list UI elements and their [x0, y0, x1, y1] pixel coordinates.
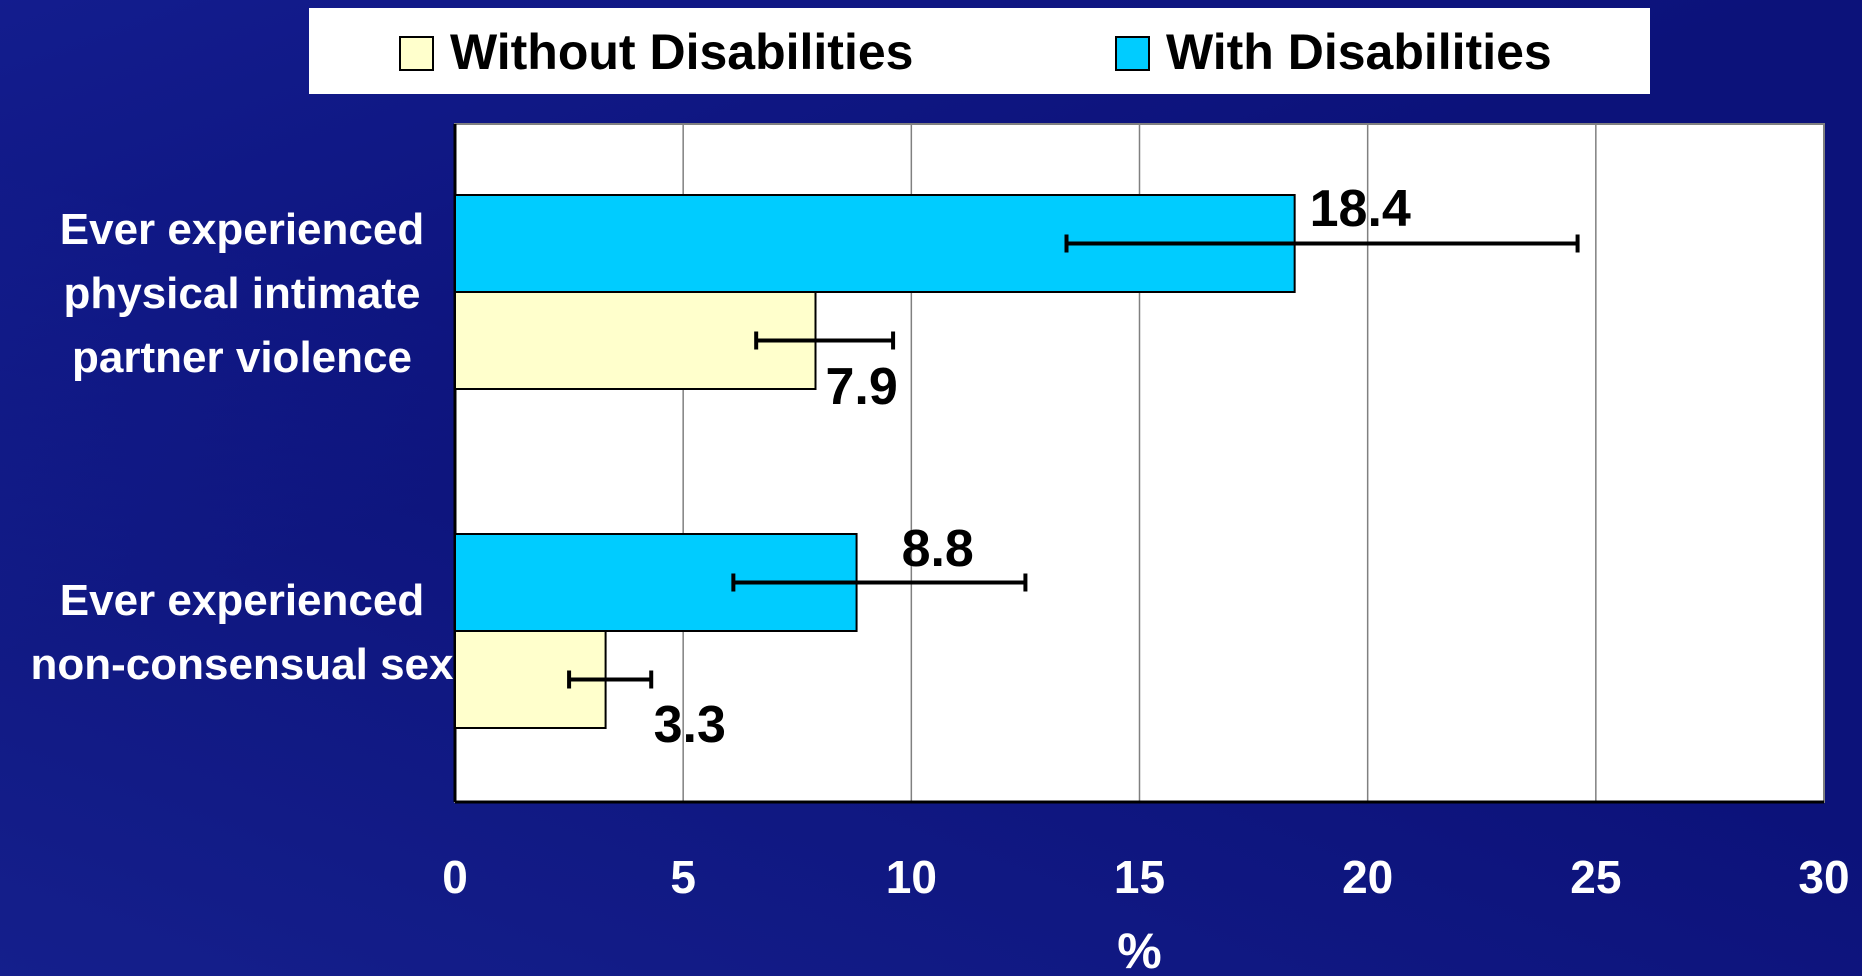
- legend-label-with: With Disabilities: [1166, 24, 1552, 80]
- category-label-0-line-0: Ever experienced: [60, 205, 424, 254]
- x-tick-label: 25: [1570, 851, 1621, 903]
- legend-label-without: Without Disabilities: [450, 24, 913, 80]
- legend-swatch-without: [399, 36, 434, 71]
- value-label-without-0: 7.9: [826, 358, 898, 416]
- x-tick-label: 30: [1798, 851, 1849, 903]
- x-tick-label: 10: [886, 851, 937, 903]
- x-axis-title: %: [1117, 923, 1161, 976]
- category-label-0-line-2: partner violence: [72, 333, 412, 382]
- value-label-without-1: 3.3: [654, 696, 726, 754]
- legend-swatch-with: [1115, 36, 1150, 71]
- x-tick-label: 0: [442, 851, 468, 903]
- x-tick-label: 20: [1342, 851, 1393, 903]
- legend-box: [309, 8, 1650, 94]
- x-tick-label: 5: [670, 851, 696, 903]
- x-tick-label: 15: [1114, 851, 1165, 903]
- category-label-1-line-0: Ever experienced: [60, 576, 424, 625]
- category-label-1-line-1: non-consensual sex: [30, 640, 454, 689]
- value-label-with-1: 8.8: [902, 520, 974, 578]
- category-label-0-line-1: physical intimate: [63, 269, 420, 318]
- value-label-with-0: 18.4: [1310, 180, 1411, 238]
